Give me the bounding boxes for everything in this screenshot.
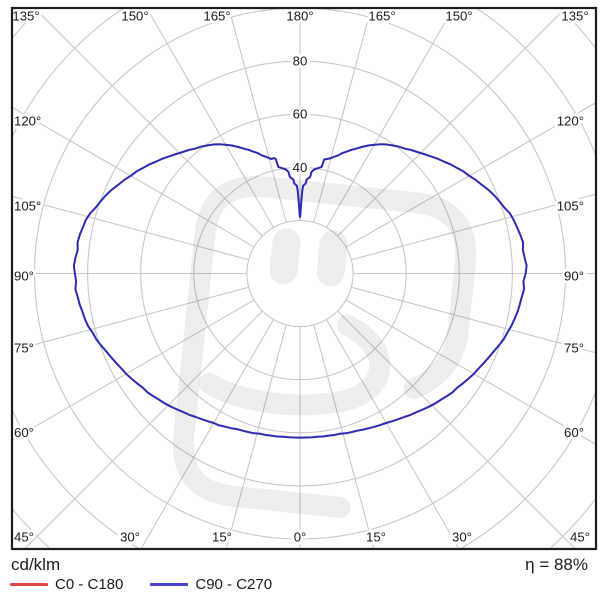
plug-logo-watermark <box>172 175 477 518</box>
angle-label-bottom: 30° <box>120 530 140 545</box>
angle-label-left: 120° <box>14 114 41 129</box>
angle-label-right: 105° <box>557 199 584 214</box>
angle-label-top: 150° <box>121 9 148 24</box>
radial-tick-label: 60 <box>293 107 308 122</box>
plot-frame <box>10 6 598 551</box>
angle-label-left: 75° <box>14 341 34 356</box>
c0-c180-swatch <box>10 583 48 586</box>
c90-c270-label: C90 - C270 <box>195 576 273 593</box>
angle-label-bottom: 30° <box>452 530 472 545</box>
angle-label-top: 135° <box>561 9 588 24</box>
angle-label-top: 135° <box>12 9 39 24</box>
angle-label-top: 150° <box>445 9 472 24</box>
angle-label-right: 60° <box>564 425 584 440</box>
angle-label-bottom: 45° <box>14 530 34 545</box>
legend: C0 - C180 C90 - C270 <box>10 576 272 593</box>
angle-label-left: 60° <box>14 425 34 440</box>
angle-label-right: 90° <box>564 269 584 284</box>
radial-tick-label: 40 <box>293 160 308 175</box>
c0-c180-label: C0 - C180 <box>55 576 124 593</box>
angle-label-top: 180° <box>286 9 313 24</box>
unit-label: cd/klm <box>11 555 61 574</box>
angle-label-bottom: 15° <box>366 530 386 545</box>
efficiency-label: η = 88% <box>525 555 588 574</box>
angle-label-bottom: 0° <box>294 530 307 545</box>
angle-label-left: 105° <box>14 199 41 214</box>
angle-label-bottom: 45° <box>570 530 590 545</box>
curve-C90-C270 <box>72 143 528 439</box>
angle-label-top: 165° <box>203 9 230 24</box>
angle-label-right: 75° <box>564 341 584 356</box>
angle-label-left: 90° <box>14 269 34 284</box>
angle-label-right: 120° <box>557 114 584 129</box>
c90-c270-swatch <box>150 583 189 586</box>
radial-tick-label: 80 <box>293 54 308 69</box>
angle-label-bottom: 15° <box>212 530 232 545</box>
angle-label-top: 165° <box>368 9 395 24</box>
